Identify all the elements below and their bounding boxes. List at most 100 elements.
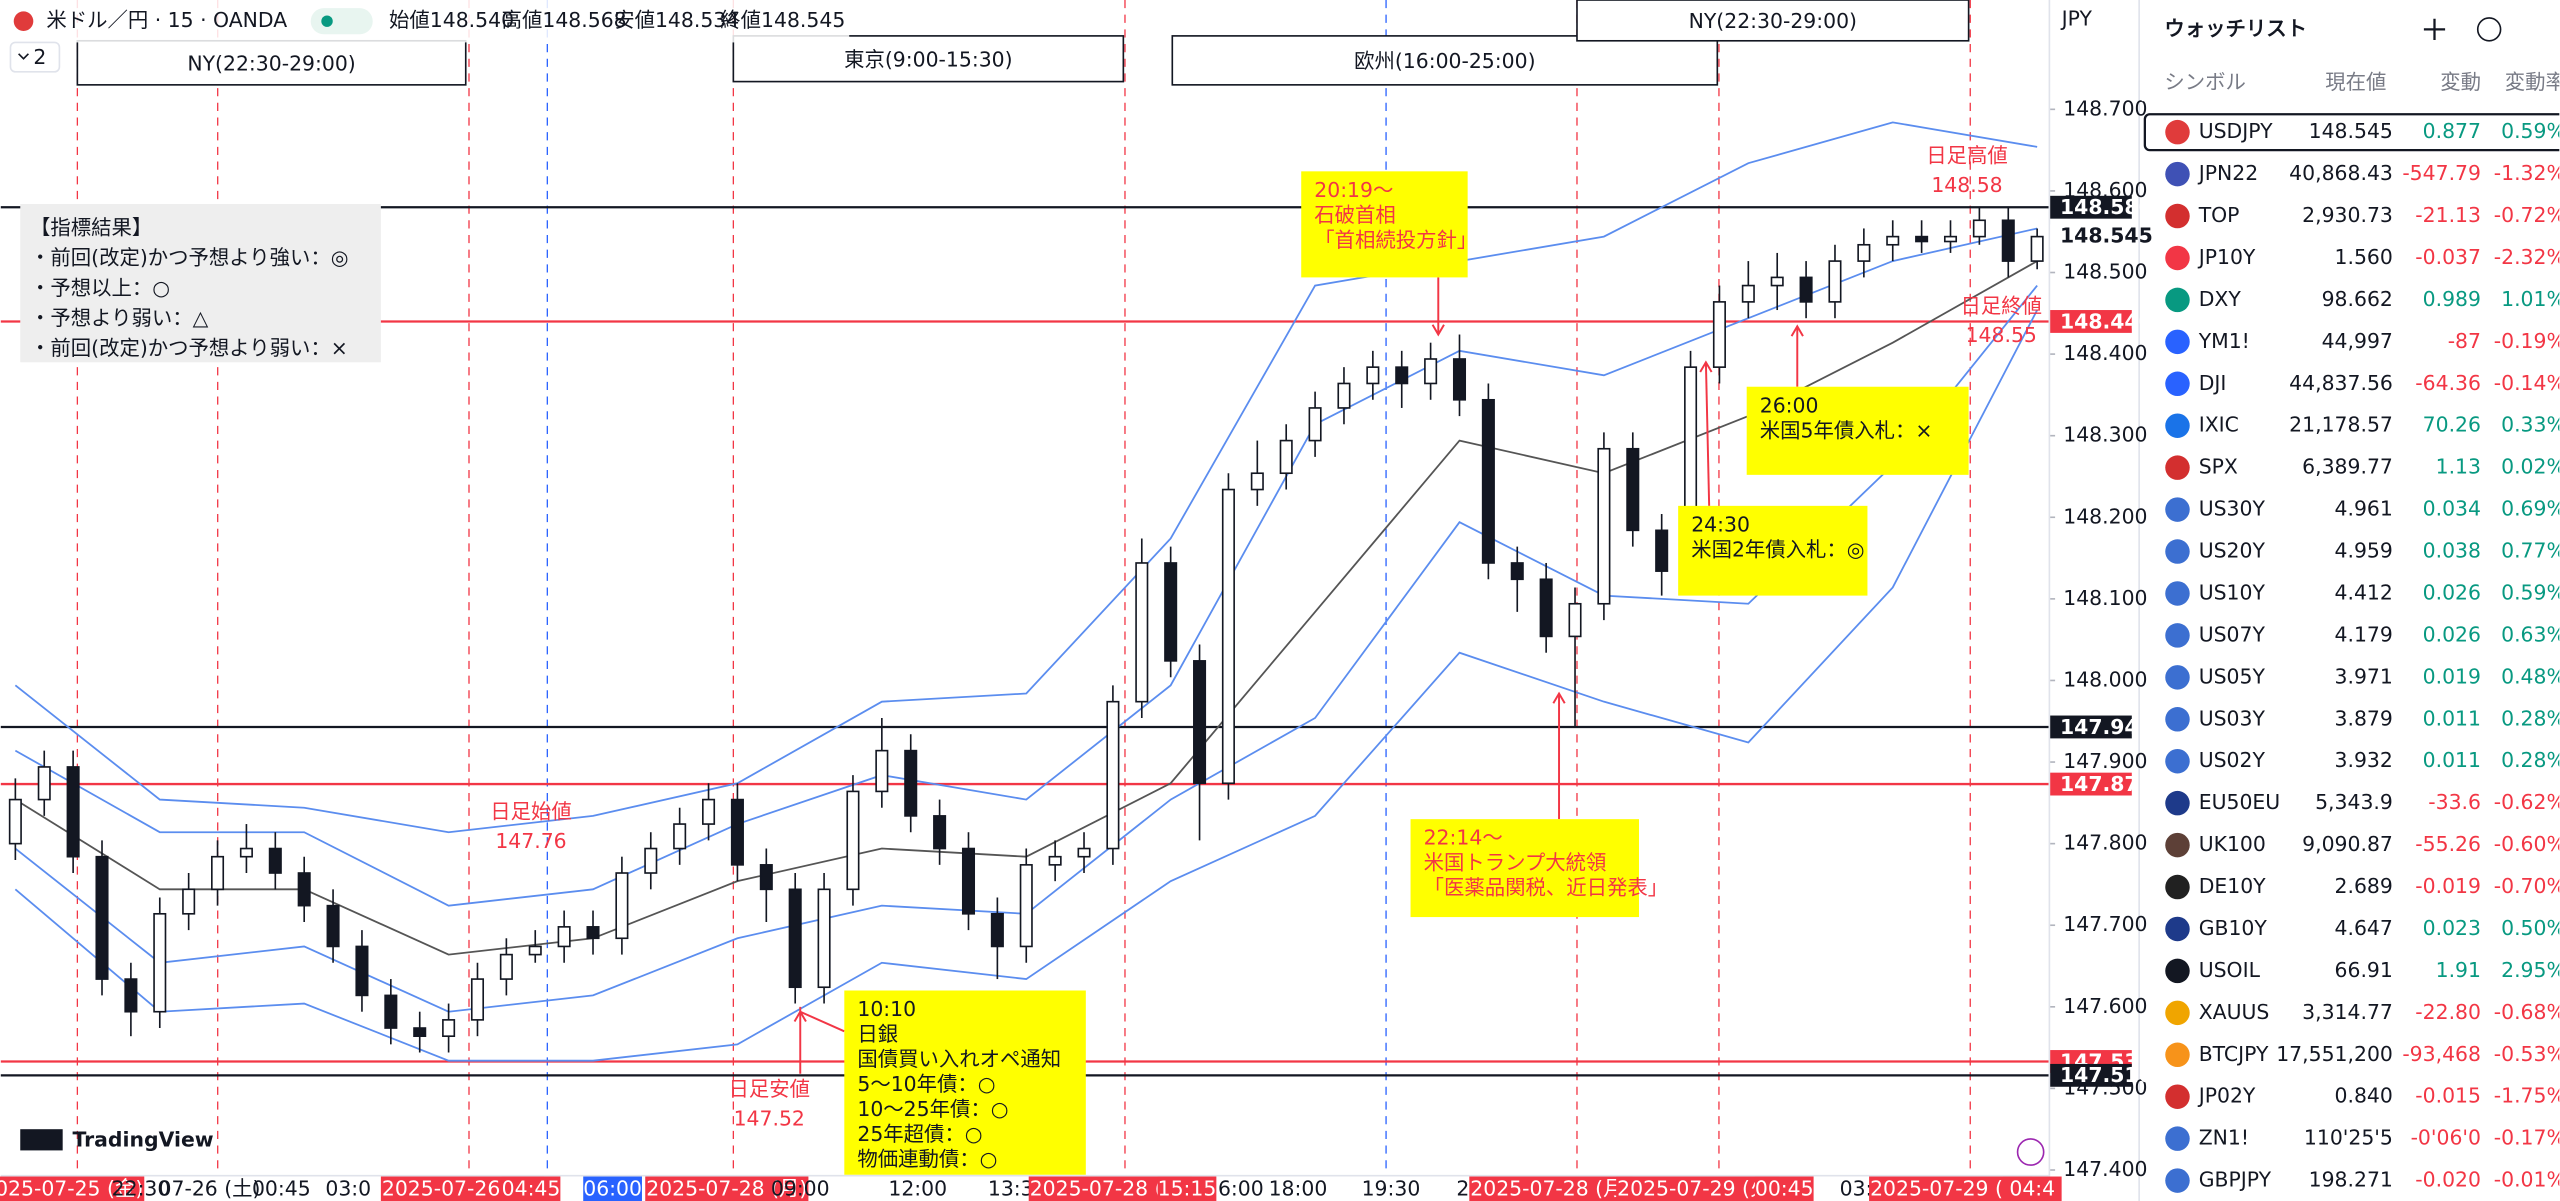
row-change-pct: -0.62%	[2494, 790, 2560, 814]
candle-body	[1193, 660, 1207, 785]
candle-body	[817, 888, 831, 989]
row-price: 3.932	[2335, 748, 2393, 772]
price-tick-label: 147.400	[2063, 1157, 2147, 1181]
row-symbol: ZN1!	[2199, 1126, 2249, 1150]
candle-body	[1741, 284, 1755, 303]
symbol-icon	[2165, 916, 2190, 942]
column-header: シンボル	[2164, 70, 2246, 94]
candle-body	[1655, 529, 1669, 572]
time-label-bg	[501, 1176, 561, 1201]
row-price: 21,178.57	[2289, 413, 2393, 437]
header-bg	[0, 0, 850, 43]
row-price: 198.271	[2309, 1168, 2393, 1192]
price-tick-label: 148.100	[2063, 586, 2147, 610]
indicator-toggle[interactable]	[9, 41, 61, 73]
candle-body	[1597, 447, 1611, 605]
time-label: 6:00	[1218, 1177, 1264, 1201]
candle-body	[1828, 260, 1842, 303]
row-change: 0.011	[2423, 706, 2481, 730]
annotation-line: 5～10年債：○	[857, 1072, 995, 1096]
row-change-pct: -2.32%	[2494, 245, 2560, 269]
watchlist-title[interactable]: ウォッチリスト	[2164, 16, 2307, 40]
symbol-icon	[2165, 707, 2190, 732]
price-badge-label: 148.580	[2060, 195, 2153, 219]
row-change-pct: -1.75%	[2494, 1084, 2560, 1108]
row-price: 17,551,200	[2276, 1042, 2393, 1066]
candle-body	[528, 945, 542, 956]
candle-body	[384, 994, 398, 1029]
symbol-icon	[2165, 161, 2190, 187]
symbol-icon	[2165, 1168, 2190, 1193]
legend-line: ・予想より弱い：△	[30, 306, 209, 330]
time-label: 22:30	[112, 1177, 171, 1201]
annotation-arrowhead	[793, 1009, 807, 1022]
row-price: 2.689	[2335, 874, 2393, 898]
ohlc-high: 高値148.568	[502, 8, 627, 32]
time-label-bg	[583, 1176, 642, 1201]
row-symbol: US10Y	[2199, 580, 2266, 604]
row-symbol: TOP	[2198, 203, 2240, 227]
annotation-box	[844, 990, 1086, 1175]
symbol-icon	[2165, 119, 2190, 145]
annotation-box	[1301, 171, 1468, 278]
symbol-icon	[2165, 1042, 2190, 1068]
annotation-line: 26:00	[1760, 393, 1819, 417]
price-badge-label: 147.873	[2060, 772, 2153, 796]
candle-body	[182, 888, 196, 915]
row-change-pct: -0.19%	[2494, 329, 2560, 353]
row-change: 0.989	[2423, 287, 2481, 311]
time-label: 13:3	[988, 1177, 1034, 1201]
price-badge-label: 147.516	[2060, 1063, 2153, 1087]
daily-label-price: 147.52	[734, 1106, 805, 1130]
price-tick-label: 148.400	[2063, 341, 2147, 365]
price-badge	[2050, 715, 2132, 739]
time-label: 15:15	[1158, 1177, 1217, 1201]
band-line	[14, 227, 2038, 907]
menu-icon[interactable]	[2476, 17, 2502, 42]
status-dot	[321, 15, 333, 27]
replay-button[interactable]	[2016, 1138, 2045, 1166]
price-badge	[2050, 224, 2132, 248]
add-symbol-icon[interactable]	[2423, 18, 2446, 40]
candle-body	[990, 912, 1004, 948]
candle-body	[355, 945, 369, 997]
row-price: 3.971	[2335, 664, 2393, 688]
symbol-icon	[2165, 832, 2190, 858]
candle-body	[1452, 358, 1467, 401]
price-badge	[2050, 772, 2132, 796]
legend-box	[20, 203, 381, 363]
row-change: -22.80	[2415, 1000, 2481, 1024]
symbol-icon	[2165, 581, 2190, 606]
price-tick-label: 148.700	[2063, 96, 2147, 120]
symbol-icon	[2165, 203, 2190, 229]
candle-body	[1106, 700, 1120, 850]
candle-body	[673, 823, 687, 850]
annotation-line: 物価連動債：○	[857, 1147, 997, 1171]
price-badge	[2050, 1063, 2132, 1087]
candle-body	[1135, 562, 1149, 703]
annotation-line: 国債買い入れオペ通知	[857, 1047, 1061, 1071]
time-label-bg	[0, 1176, 145, 1201]
row-price: 4.961	[2335, 497, 2393, 521]
row-change-pct: 0.59%	[2501, 119, 2560, 143]
row-change: 0.011	[2423, 748, 2481, 772]
time-label: 2025-07-29 (火)	[1617, 1177, 1778, 1201]
row-change: 0.019	[2423, 664, 2481, 688]
row-change-pct: -0.01%	[2494, 1168, 2560, 1192]
row-price: 44,997	[2322, 329, 2393, 353]
currency-selector[interactable]: JPY	[2060, 7, 2093, 31]
row-change-pct: 0.33%	[2501, 413, 2560, 437]
price-badge-label: 147.943	[2060, 715, 2153, 739]
row-price: 110'25'5	[2304, 1126, 2393, 1150]
session-label: 東京(9:00-15:30)	[844, 47, 1012, 71]
candle-body	[1481, 398, 1495, 564]
annotation-line: 20:19～	[1314, 178, 1393, 202]
row-change: 0.877	[2423, 119, 2481, 143]
row-change-pct: -0.72%	[2494, 203, 2560, 227]
candle-body	[1366, 366, 1380, 385]
candle-body	[904, 749, 918, 817]
symbol-title[interactable]: 米ドル／円 · 15 · OANDA	[46, 8, 287, 32]
